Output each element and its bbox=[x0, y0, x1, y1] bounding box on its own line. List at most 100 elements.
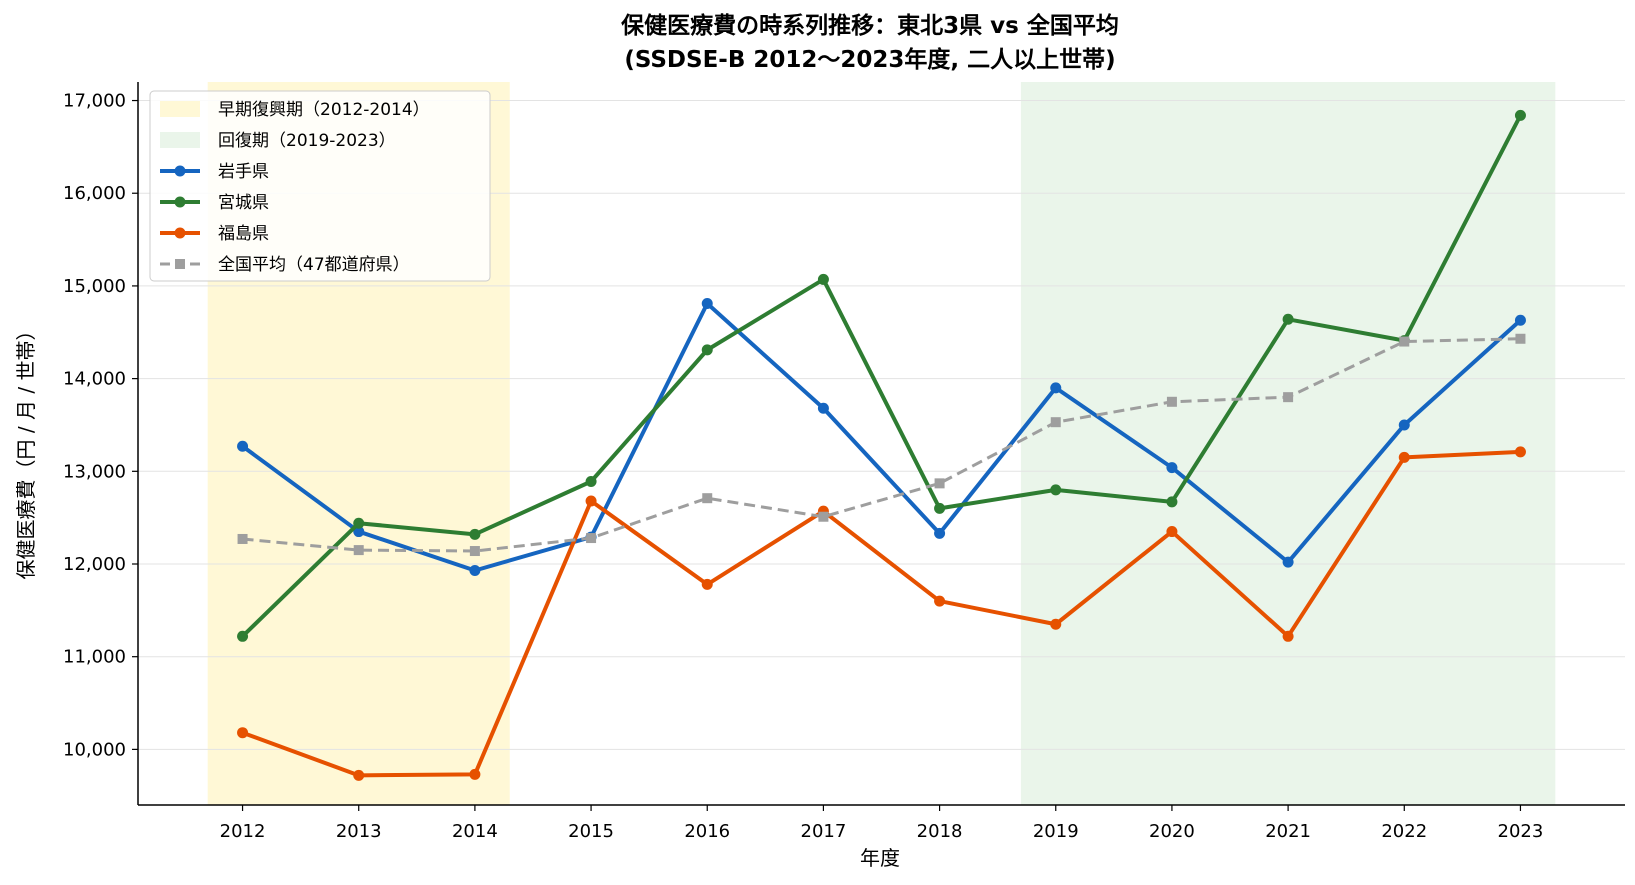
point-0-4 bbox=[701, 298, 713, 310]
point-0-10 bbox=[1398, 419, 1410, 431]
point-3-10 bbox=[1399, 336, 1410, 347]
point-3-3 bbox=[586, 533, 597, 544]
series-line-1 bbox=[241, 114, 1523, 638]
legend-marker-series-1 bbox=[174, 196, 186, 208]
legend-label-series-0: 岩手県 bbox=[218, 162, 269, 182]
point-1-8 bbox=[1166, 496, 1178, 508]
legend-item-band-0: 早期復興期（2012-2014） bbox=[160, 100, 430, 120]
y-tick-label-7: 17,000 bbox=[63, 91, 126, 112]
point-3-0 bbox=[237, 533, 248, 544]
legend-entries: 早期復興期（2012-2014） 回復期（2019-2023） 岩手県宮城県福島県全… bbox=[160, 100, 430, 275]
y-tick-label-2: 12,000 bbox=[63, 554, 126, 575]
point-2-2 bbox=[469, 768, 481, 780]
point-3-11 bbox=[1515, 333, 1526, 344]
x-tick-label-6: 2018 bbox=[917, 821, 963, 842]
point-1-5 bbox=[817, 273, 829, 285]
x-tick-label-0: 2012 bbox=[220, 821, 266, 842]
point-0-0 bbox=[237, 440, 249, 452]
x-tick-label-1: 2013 bbox=[336, 821, 382, 842]
legend-frame bbox=[149, 90, 491, 282]
point-1-7 bbox=[1050, 484, 1062, 496]
point-1-4 bbox=[701, 344, 713, 356]
point-3-8 bbox=[1166, 396, 1177, 407]
point-1-9 bbox=[1282, 313, 1294, 325]
y-tick-label-4: 14,000 bbox=[63, 369, 126, 390]
point-3-7 bbox=[1050, 417, 1061, 428]
point-2-10 bbox=[1398, 451, 1410, 463]
point-0-5 bbox=[817, 402, 829, 414]
legend-label-band-0: 早期復興期（2012-2014） bbox=[218, 100, 430, 120]
x-tick-label-8: 2020 bbox=[1149, 821, 1195, 842]
y-tick-label-1: 11,000 bbox=[63, 647, 126, 668]
x-tick-label-2: 2014 bbox=[452, 821, 498, 842]
legend-swatch-band-1 bbox=[160, 132, 200, 148]
point-1-0 bbox=[237, 630, 249, 642]
point-2-3 bbox=[585, 495, 597, 507]
x-tick-label-10: 2022 bbox=[1381, 821, 1427, 842]
x-tick-label-9: 2021 bbox=[1265, 821, 1311, 842]
point-0-11 bbox=[1514, 314, 1526, 326]
x-tick-label-3: 2015 bbox=[568, 821, 614, 842]
y-tick-label-5: 15,000 bbox=[63, 276, 126, 297]
point-2-0 bbox=[237, 727, 249, 739]
legend-label-band-1: 回復期（2019-2023） bbox=[218, 131, 396, 151]
series-line-2 bbox=[241, 449, 1521, 778]
legend-item-series-3: 全国平均（47都道府県） bbox=[160, 255, 410, 275]
y-tick-label-0: 10,000 bbox=[63, 739, 126, 760]
band-1 bbox=[1020, 82, 1556, 805]
legend-item-series-2: 福島県 bbox=[160, 224, 269, 244]
y-tick-label-6: 16,000 bbox=[63, 183, 126, 204]
legend-marker-series-2 bbox=[174, 227, 186, 239]
chart-title: 保健医療費の時系列推移：東北3県 vs 全国平均 bbox=[620, 12, 1119, 39]
point-3-4 bbox=[702, 493, 713, 504]
point-0-1 bbox=[353, 526, 365, 538]
point-0-6 bbox=[934, 527, 946, 539]
legend-label-series-2: 福島県 bbox=[218, 224, 269, 244]
y-tick-label-3: 13,000 bbox=[63, 461, 126, 482]
series-line-0 bbox=[241, 301, 1522, 573]
point-0-2 bbox=[469, 564, 481, 576]
point-2-9 bbox=[1282, 630, 1294, 642]
series-2 bbox=[237, 446, 1526, 781]
series-0 bbox=[237, 298, 1526, 576]
legend-label-series-1: 宮城県 bbox=[218, 193, 269, 213]
point-2-8 bbox=[1166, 526, 1178, 538]
point-2-11 bbox=[1514, 446, 1526, 458]
x-tick-label-7: 2019 bbox=[1033, 821, 1079, 842]
point-1-11 bbox=[1514, 109, 1526, 121]
point-2-7 bbox=[1050, 618, 1062, 630]
legend: 早期復興期（2012-2014） 回復期（2019-2023） 岩手県宮城県福島県全… bbox=[149, 90, 491, 282]
axes bbox=[137, 82, 1625, 806]
point-3-9 bbox=[1283, 392, 1294, 403]
series-1 bbox=[237, 109, 1526, 642]
chart-subtitle: (SSDSE-B 2012〜2023年度, 二人以上世帯) bbox=[624, 46, 1115, 73]
point-0-7 bbox=[1050, 382, 1062, 394]
series-lines bbox=[237, 109, 1526, 781]
y-axis-label: 保健医療費（円 / 月 / 世帯） bbox=[14, 321, 38, 580]
point-1-1 bbox=[353, 517, 365, 529]
point-1-6 bbox=[934, 502, 946, 514]
point-1-2 bbox=[469, 528, 481, 540]
x-tick-label-11: 2023 bbox=[1498, 821, 1544, 842]
point-3-6 bbox=[934, 478, 945, 489]
legend-marker-series-3 bbox=[175, 259, 185, 269]
point-0-9 bbox=[1282, 556, 1294, 568]
legend-swatch-band-0 bbox=[160, 101, 200, 117]
point-1-3 bbox=[585, 476, 597, 488]
legend-item-band-1: 回復期（2019-2023） bbox=[160, 131, 396, 151]
legend-item-series-1: 宮城県 bbox=[160, 193, 269, 213]
x-axis-label: 年度 bbox=[860, 846, 900, 870]
point-0-8 bbox=[1166, 462, 1178, 474]
x-tick-label-4: 2016 bbox=[684, 821, 730, 842]
legend-marker-series-0 bbox=[174, 165, 186, 177]
point-3-5 bbox=[818, 511, 829, 522]
point-3-1 bbox=[353, 545, 364, 556]
point-2-6 bbox=[934, 595, 946, 607]
legend-item-series-0: 岩手県 bbox=[160, 162, 269, 182]
point-2-1 bbox=[353, 769, 365, 781]
point-3-2 bbox=[469, 546, 480, 557]
series-line-3 bbox=[242, 337, 1521, 553]
point-2-4 bbox=[701, 578, 713, 590]
legend-label-series-3: 全国平均（47都道府県） bbox=[218, 255, 410, 275]
tick-labels: 10,000 11,000 12,000 13,000 14,000 15,000 16,0… bbox=[63, 91, 1543, 842]
